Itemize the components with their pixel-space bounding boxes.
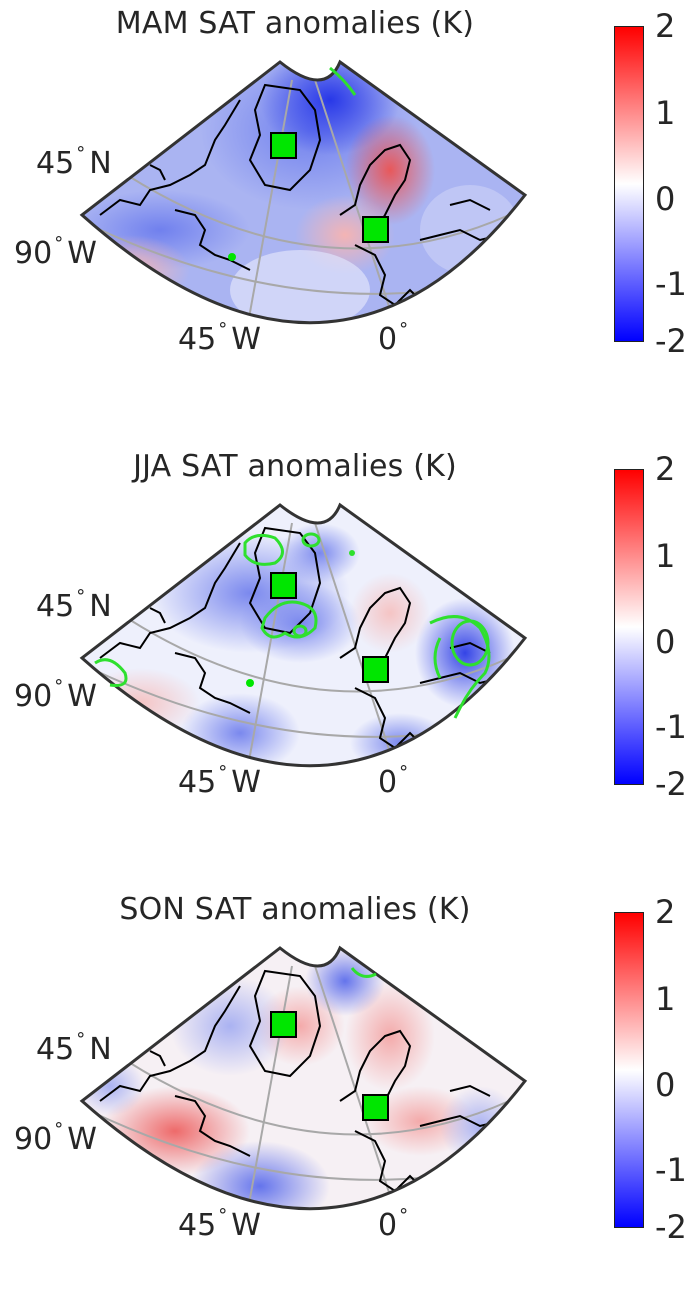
- colorbar: [614, 26, 644, 342]
- colorbar-tick: 0: [655, 623, 676, 661]
- colorbar-tick: -2: [655, 1208, 687, 1246]
- colorbar-tick: 2: [655, 893, 676, 931]
- site-marker-europe: [362, 216, 389, 243]
- site-marker-small: [246, 679, 254, 687]
- significance-dot: [349, 550, 355, 556]
- map-mam: [79, 59, 528, 325]
- panel-title: JJA SAT anomalies (K): [133, 449, 457, 484]
- lon-west-label: 90 ° W: [14, 676, 97, 714]
- coastlines: [99, 969, 501, 1193]
- anomaly-field: [82, 505, 525, 766]
- colorbar-tick: 2: [655, 450, 676, 488]
- lat-label: 45 ° N: [36, 1029, 112, 1067]
- map-frame: [79, 59, 528, 325]
- map-frame: [79, 502, 528, 768]
- colorbar-tick: -2: [655, 765, 687, 803]
- panel-mam: MAM SAT anomalies (K): [0, 0, 699, 420]
- colorbar-tick: 1: [655, 537, 676, 575]
- site-marker-europe: [362, 1094, 389, 1121]
- colorbar-tick: -1: [655, 1151, 687, 1189]
- colorbar: [614, 469, 644, 785]
- colorbar-tick: 1: [655, 980, 676, 1018]
- significance-contour: [350, 967, 377, 978]
- panel-title: SON SAT anomalies (K): [119, 892, 471, 927]
- lat-label: 45 ° N: [36, 586, 112, 624]
- map-jja: [79, 502, 528, 768]
- lon-zero-label: 0 °: [378, 1205, 409, 1243]
- lon-mid-label: 45 ° W: [178, 1205, 261, 1243]
- coastlines: [99, 526, 501, 750]
- colorbar-tick: 0: [655, 180, 676, 218]
- site-marker-greenland: [270, 1011, 297, 1038]
- map-son: [79, 945, 528, 1211]
- site-marker-small: [228, 253, 236, 261]
- lon-west-label: 90 ° W: [14, 233, 97, 271]
- lon-mid-label: 45 ° W: [178, 762, 261, 800]
- anomaly-field: [82, 948, 525, 1209]
- graticule: [89, 965, 521, 1209]
- colorbar-tick: -2: [655, 322, 687, 360]
- site-marker-greenland: [270, 572, 297, 599]
- anomaly-field: [82, 62, 525, 323]
- site-marker-greenland: [270, 132, 297, 159]
- panel-son: SON SAT anomalies (K): [0, 886, 699, 1306]
- colorbar-tick: -1: [655, 265, 687, 303]
- colorbar-tick: 2: [655, 7, 676, 45]
- colorbar: [614, 912, 644, 1228]
- colorbar-tick: 1: [655, 94, 676, 132]
- lon-west-label: 90 ° W: [14, 1119, 97, 1157]
- lon-zero-label: 0 °: [378, 762, 409, 800]
- colorbar-tick: 0: [655, 1066, 676, 1104]
- lat-label: 45 ° N: [36, 143, 112, 181]
- site-marker-europe: [362, 656, 389, 683]
- colorbar-tick: -1: [655, 708, 687, 746]
- panel-jja: JJA SAT anomalies (K): [0, 443, 699, 863]
- lon-zero-label: 0 °: [378, 319, 409, 357]
- map-frame: [79, 945, 528, 1211]
- significance-contour: [94, 532, 491, 719]
- lon-mid-label: 45 ° W: [178, 319, 261, 357]
- panel-title: MAM SAT anomalies (K): [115, 6, 475, 41]
- significance-contour: [329, 66, 357, 96]
